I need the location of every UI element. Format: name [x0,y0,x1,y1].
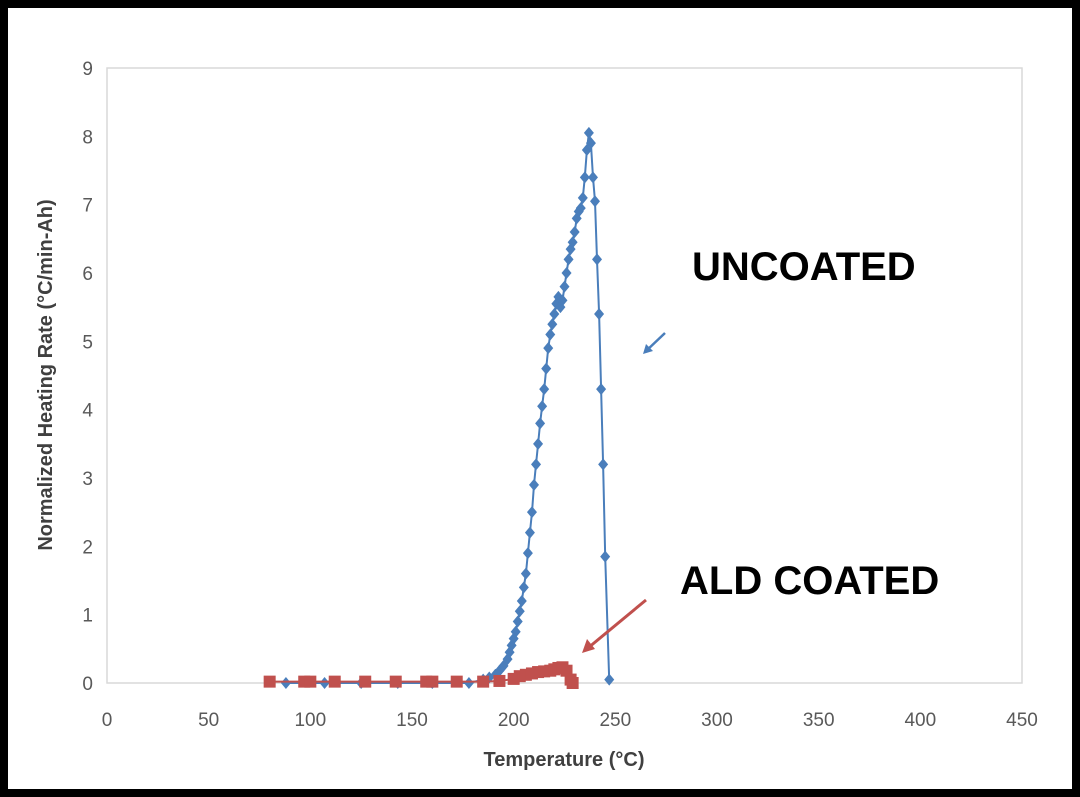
arrow-ald-coated [582,598,647,653]
data-point-diamond [537,400,548,413]
x-tick-label: 0 [102,710,113,731]
data-point-square [493,674,506,687]
data-point-diamond [506,639,517,652]
data-point-diamond [579,171,590,184]
y-tick-label: 0 [82,674,93,695]
data-point-diamond [585,137,596,150]
x-tick-label: 450 [1006,710,1038,731]
x-tick-label: 150 [396,710,428,731]
plot-area [106,67,1023,684]
data-point-diamond [569,226,580,238]
data-point-diamond [547,318,558,331]
y-tick-label: 2 [82,537,93,558]
annotation-uncoated: UNCOATED [692,245,916,289]
series-1 [280,126,615,689]
data-point-diamond [590,195,600,208]
x-tick-label: 400 [904,710,936,731]
x-tick-label: 100 [294,710,326,731]
data-point-diamond [535,417,546,430]
data-point-diamond [524,526,535,539]
data-point-diamond [543,342,554,355]
series-1-line [285,132,611,684]
data-point-diamond [510,625,521,638]
data-point-diamond [600,550,611,563]
data-point-diamond [520,567,531,580]
y-tick-label: 9 [82,59,93,80]
data-point-diamond [529,478,539,491]
data-point-diamond [463,677,474,689]
watermark: 大数跨境 [14,762,132,788]
data-point-diamond [541,362,552,375]
arrow-uncoated [643,332,666,354]
plot-border [106,67,1023,684]
y-tick-label: 4 [82,401,93,422]
data-point-diamond [557,294,568,307]
x-tick-label: 300 [701,710,733,731]
chart-frame [8,8,1072,789]
series-layer [263,126,615,689]
data-point-diamond [567,236,578,249]
data-point-diamond [545,328,556,341]
data-point-square [389,675,402,688]
data-point-diamond [563,253,574,266]
x-axis-title: Temperature (°C) [484,749,645,771]
data-point-diamond [319,677,330,689]
data-point-diamond [592,253,603,266]
y-tick-label: 7 [82,196,93,217]
data-point-diamond [549,308,560,320]
data-point-diamond [583,126,594,139]
series-2 [263,661,579,689]
watermark-text: 大数跨境 [52,764,132,788]
data-point-diamond [522,547,533,560]
data-point-diamond [575,202,586,215]
data-point-diamond [512,615,523,628]
data-point-diamond [516,595,527,607]
x-tick-label: 350 [803,710,835,731]
data-point-diamond [598,458,609,471]
data-point-diamond [526,506,537,519]
data-point-square [507,672,520,685]
data-point-diamond [596,383,607,396]
data-point-square [477,675,490,688]
data-point-diamond [561,267,572,279]
data-point-square [359,675,372,688]
data-point-square [566,677,579,689]
data-point-diamond [280,677,291,689]
data-point-diamond [514,605,525,618]
data-point-square [450,675,463,688]
x-axis-ticks: 0 50 100 150 200 250 300 350 400 450 [102,710,1038,731]
y-tick-label: 8 [82,127,93,148]
data-point-diamond [594,308,605,320]
x-tick-label: 250 [599,710,631,731]
data-point-square [328,675,341,688]
data-point-square [426,675,439,688]
y-axis-title: Normalized Heating Rate (°C/min-Ah) [35,199,57,550]
data-point-square [304,675,317,688]
y-tick-label: 6 [82,264,93,285]
data-point-diamond [518,581,529,594]
data-point-diamond [539,383,550,396]
data-point-diamond [531,458,542,471]
data-point-diamond [577,191,588,204]
x-tick-label: 200 [498,710,530,731]
data-point-diamond [559,280,570,293]
watermark-logo-icon [14,762,47,779]
x-tick-label: 50 [198,710,219,731]
y-axis-ticks: 0 1 2 3 4 5 6 7 8 9 [82,59,93,695]
y-tick-label: 5 [82,332,93,353]
data-point-diamond [604,673,615,686]
y-tick-label: 3 [82,469,93,490]
annotation-ald-coated: ALD COATED [680,559,939,603]
data-point-square [263,675,276,688]
data-point-diamond [587,171,598,184]
data-point-diamond [533,437,544,450]
y-tick-label: 1 [82,606,93,627]
